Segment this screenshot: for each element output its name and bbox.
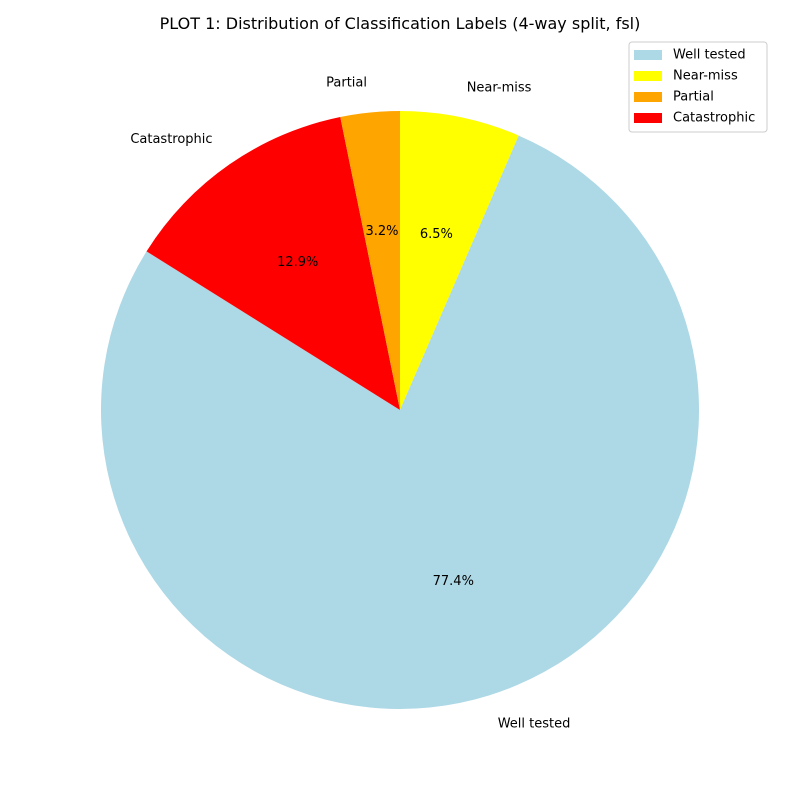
- legend-swatch-catastrophic: [634, 113, 662, 123]
- percent-label-partial: 3.2%: [365, 224, 398, 239]
- percent-label-near-miss: 6.5%: [420, 227, 453, 242]
- pie-slice-catastrophic: [146, 117, 400, 410]
- legend-swatch-well-tested: [634, 50, 662, 60]
- slice-label-catastrophic: Catastrophic: [130, 132, 212, 147]
- slice-label-well-tested: Well tested: [498, 717, 571, 732]
- pie-percent-labels: 6.5% 77.4% 12.9% 3.2%: [277, 224, 474, 589]
- legend-label-partial: Partial: [673, 90, 714, 105]
- pie-slice-partial: [340, 111, 400, 410]
- pie-slice-labels: Near-miss Well tested Catastrophic Partial: [130, 75, 570, 731]
- slice-label-near-miss: Near-miss: [467, 80, 532, 95]
- legend-frame: [628, 41, 768, 133]
- pie-slice-well-tested: [101, 135, 699, 710]
- legend: Well tested Near-miss Partial Catastrophic: [628, 41, 768, 133]
- slice-label-partial: Partial: [326, 75, 367, 90]
- pie-slices: [101, 111, 699, 710]
- pie-slice-near-miss: [400, 111, 519, 410]
- percent-label-well-tested: 77.4%: [433, 574, 474, 589]
- legend-label-catastrophic: Catastrophic: [673, 111, 755, 126]
- legend-swatch-near-miss: [634, 71, 662, 81]
- legend-label-well-tested: Well tested: [673, 48, 746, 63]
- percent-label-catastrophic: 12.9%: [277, 255, 318, 270]
- legend-swatch-partial: [634, 92, 662, 102]
- chart-title: PLOT 1: Distribution of Classification L…: [160, 14, 641, 33]
- legend-label-near-miss: Near-miss: [673, 69, 738, 84]
